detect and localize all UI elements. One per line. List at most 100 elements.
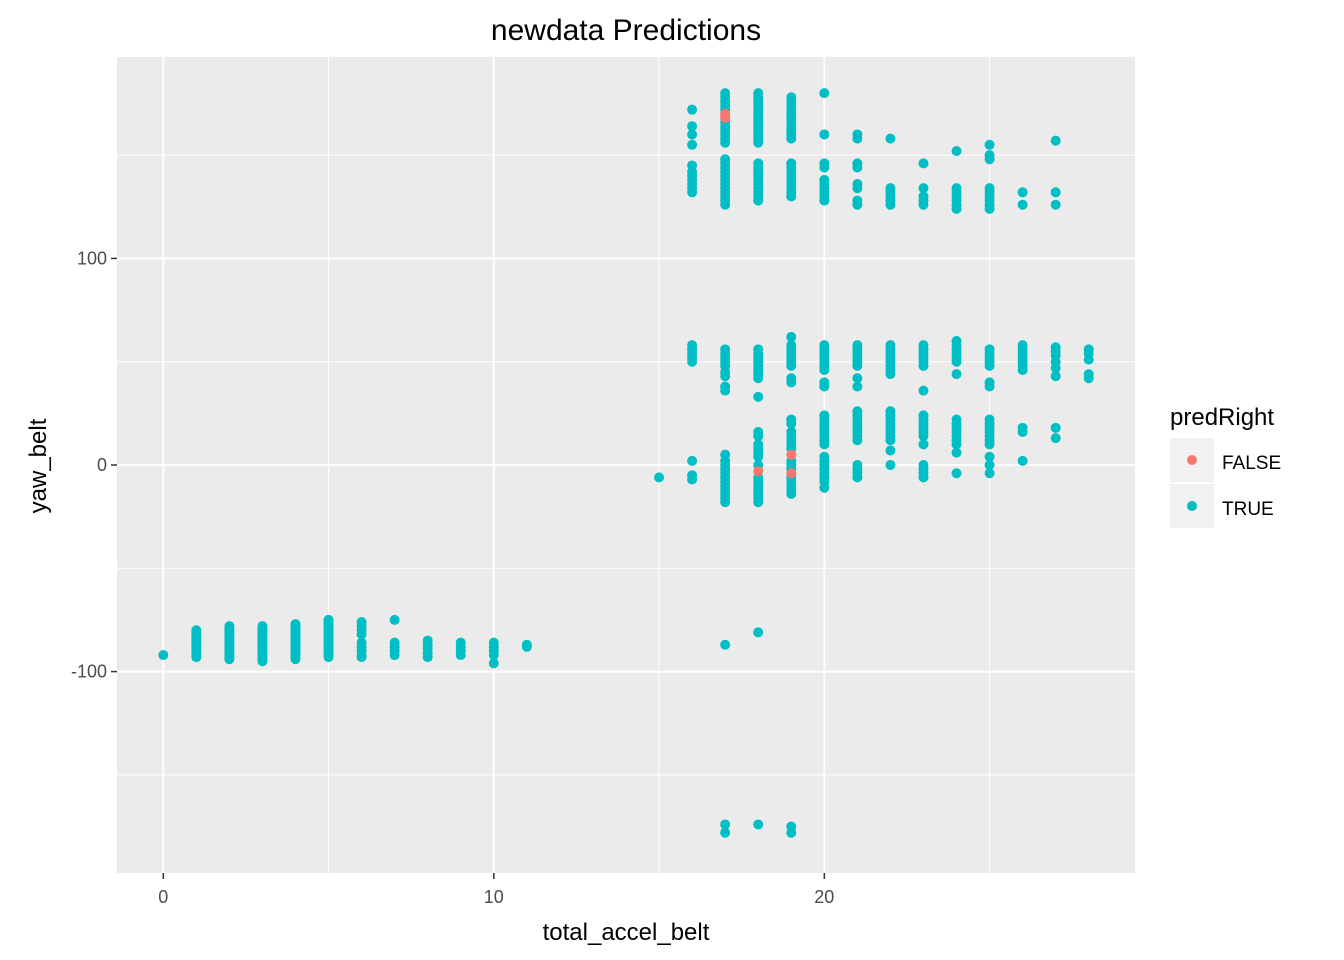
point-true [224, 654, 235, 665]
point-true [819, 364, 830, 375]
legend: predRight FALSE TRUE [1170, 404, 1281, 528]
point-true [918, 183, 929, 194]
point-true [1083, 373, 1094, 384]
point-true [852, 435, 863, 446]
point-true [753, 195, 764, 206]
point-true [786, 377, 797, 388]
y-tick-label: -100 [71, 662, 107, 682]
point-true [356, 652, 367, 663]
point-true [984, 468, 995, 479]
point-true [389, 650, 400, 661]
point-true [852, 199, 863, 210]
point-true [687, 455, 698, 466]
point-true [753, 497, 764, 508]
point-true [852, 162, 863, 173]
point-true [819, 482, 830, 493]
y-tick-label: 0 [97, 455, 107, 475]
legend-title: predRight [1170, 404, 1274, 431]
point-true [819, 195, 830, 206]
axis-ticks: 0 10 20 -100 0 100 [71, 248, 834, 907]
point-true [951, 439, 962, 450]
point-true [720, 385, 731, 396]
point-true [753, 431, 764, 442]
point-true [984, 451, 995, 462]
point-true [1050, 362, 1061, 373]
point-true [786, 488, 797, 499]
point-true [687, 356, 698, 367]
x-tick-label: 20 [814, 887, 834, 907]
point-true [918, 439, 929, 450]
point-true [753, 391, 764, 402]
point-false [786, 468, 797, 479]
point-true [786, 360, 797, 371]
point-false [786, 449, 797, 460]
point-true [885, 435, 896, 446]
point-true [885, 445, 896, 456]
point-true [356, 629, 367, 640]
x-tick-label: 10 [484, 887, 504, 907]
legend-swatch-true [1187, 501, 1197, 511]
point-true [1017, 364, 1028, 375]
point-true [951, 356, 962, 367]
point-true [1017, 455, 1028, 466]
chart-title: newdata Predictions [491, 14, 761, 47]
point-true [819, 88, 830, 99]
point-true [852, 133, 863, 144]
point-true [290, 654, 301, 665]
point-true [687, 104, 698, 115]
point-true [984, 360, 995, 371]
point-true [918, 472, 929, 483]
y-tick-label: 100 [77, 248, 107, 268]
point-true [984, 154, 995, 165]
point-true [951, 468, 962, 479]
point-true [720, 371, 731, 382]
legend-label-false: FALSE [1222, 453, 1281, 474]
point-true [687, 187, 698, 198]
point-true [1050, 422, 1061, 433]
point-true [918, 158, 929, 169]
point-true [984, 139, 995, 150]
point-true [984, 460, 995, 470]
point-true [885, 133, 896, 144]
point-true [1050, 199, 1061, 210]
x-axis-title: total_accel_belt [543, 919, 710, 946]
point-true [1017, 426, 1028, 437]
point-true [488, 658, 499, 669]
point-true [720, 819, 731, 830]
point-true [786, 418, 797, 429]
point-true [819, 381, 830, 392]
point-true [1050, 371, 1061, 382]
point-true [323, 652, 334, 663]
point-true [852, 183, 863, 194]
point-true [918, 360, 929, 371]
point-true [852, 373, 863, 384]
point-true [191, 652, 202, 663]
point-true [687, 129, 698, 140]
point-true [819, 162, 830, 173]
point-true [786, 191, 797, 202]
point-true [257, 656, 268, 667]
point-true [753, 373, 764, 384]
point-true [158, 650, 169, 661]
point-true [951, 203, 962, 214]
point-true [852, 472, 863, 483]
point-true [753, 451, 764, 462]
point-true [819, 439, 830, 450]
point-true [786, 133, 797, 144]
point-true [786, 331, 797, 342]
point-true [951, 145, 962, 156]
point-true [885, 369, 896, 380]
point-true [654, 472, 665, 483]
point-true [488, 650, 499, 661]
x-tick-label: 0 [158, 887, 168, 907]
legend-swatch-false [1187, 455, 1197, 465]
point-true [786, 827, 797, 838]
point-true [753, 137, 764, 148]
point-true [720, 137, 731, 148]
point-true [720, 497, 731, 508]
series-false-points [720, 108, 797, 479]
point-true [885, 199, 896, 210]
point-true [753, 819, 764, 830]
point-true [951, 369, 962, 380]
